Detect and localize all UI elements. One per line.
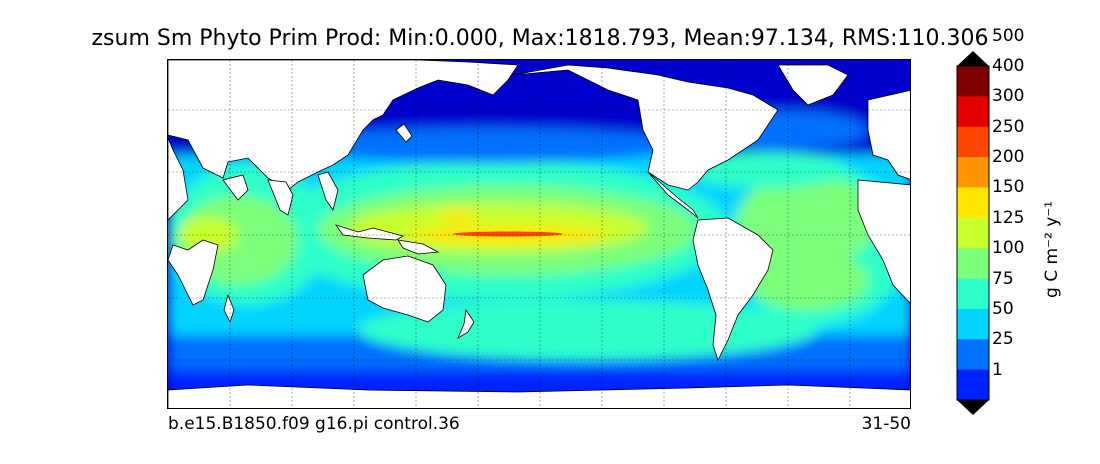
ocean-map [168, 60, 910, 408]
colorbar-segment [957, 278, 989, 310]
equatorial-max [453, 231, 563, 237]
colorbar-tick-label: 200 [992, 147, 1025, 168]
colorbar [956, 51, 990, 415]
colorbar-tick-label: 500 [992, 25, 1025, 46]
colorbar-tick-label: 25 [992, 329, 1014, 350]
colorbar-tick-label: 1 [992, 359, 1003, 380]
map-gridlines [168, 60, 910, 408]
colorbar-frame [956, 65, 990, 401]
land [168, 60, 910, 408]
colorbar-segment [957, 126, 989, 158]
colorbar-tick-label: 50 [992, 298, 1014, 319]
colorbar-segment [957, 248, 989, 280]
colorbar-tick-label: 100 [992, 238, 1025, 259]
colorbar-segment [957, 308, 989, 340]
colorbar-segment [957, 217, 989, 249]
colorbar-tick-label: 250 [992, 116, 1025, 137]
colorbar-tick-label: 400 [992, 56, 1025, 76]
colorbar-segment [957, 96, 989, 128]
colorbar-segment [957, 339, 989, 371]
plot-title: zsum Sm Phyto Prim Prod: Min:0.000, Max:… [91, 26, 989, 51]
colorbar-segment [957, 369, 989, 401]
period-label: 31-50 [861, 414, 911, 434]
colorbar-segment [957, 66, 989, 97]
colorbar-unit-label: g C m⁻² y⁻¹ [1042, 200, 1062, 298]
colorbar-extend-max [957, 51, 989, 66]
colorbar-segment [957, 187, 989, 219]
colorbar-segment [957, 157, 989, 188]
colorbar-tick-label: 125 [992, 207, 1025, 228]
map-panel [167, 59, 911, 409]
colorbar-tick-label: 75 [992, 268, 1014, 289]
case-label: b.e15.B1850.f09 g16.pi control.36 [168, 414, 460, 434]
colorbar-extend-min [957, 400, 989, 415]
colorbar-tick-label: 300 [992, 86, 1025, 107]
colorbar-tick-label: 150 [992, 177, 1025, 198]
